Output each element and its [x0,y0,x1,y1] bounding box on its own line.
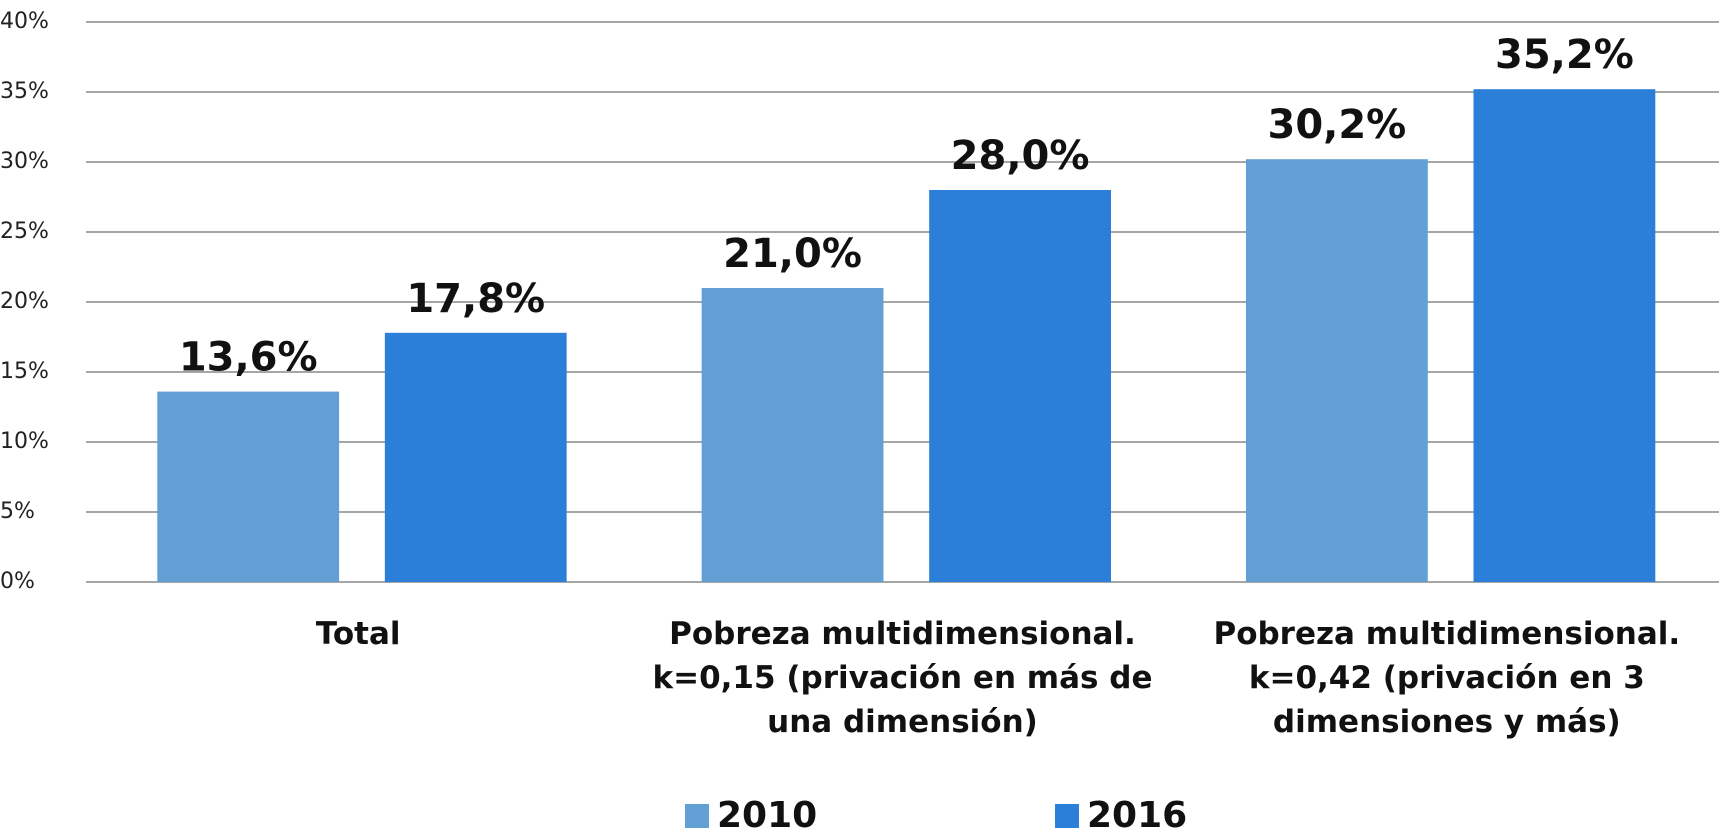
bar [1473,89,1656,582]
y-tick-label: 10% [0,429,49,454]
x-tick-label: Total [315,616,401,652]
legend-item: 2016 [1055,795,1187,836]
legend-swatch [685,803,709,828]
legend-item: 2010 [685,795,817,836]
y-tick-label: 5% [0,499,35,524]
legend-label: 2010 [717,795,818,836]
x-tick-label: Pobreza multidimensional. k=0,42 (privac… [1213,616,1681,740]
bar [929,190,1111,582]
data-label: 30,2% [1267,102,1406,148]
y-tick-label: 20% [0,289,49,314]
bar [384,332,567,582]
y-tick-label: 35% [0,79,49,104]
data-label: 17,8% [406,276,545,322]
bar [1245,159,1428,582]
data-label: 21,0% [723,231,862,277]
data-label: 13,6% [179,335,318,381]
y-tick-label: 15% [0,359,49,384]
bar [701,288,884,582]
y-tick-label: 30% [0,149,49,174]
bar [157,391,340,582]
x-tick-label: Pobreza multidimensional. k=0,15 (privac… [652,616,1153,740]
legend-swatch [1055,803,1079,828]
legend-label: 2016 [1087,795,1188,836]
y-tick-label: 40% [0,9,49,34]
data-label: 35,2% [1495,32,1634,78]
data-label: 28,0% [951,133,1090,179]
y-tick-label: 25% [0,219,49,244]
y-tick-label: 0% [0,569,35,594]
